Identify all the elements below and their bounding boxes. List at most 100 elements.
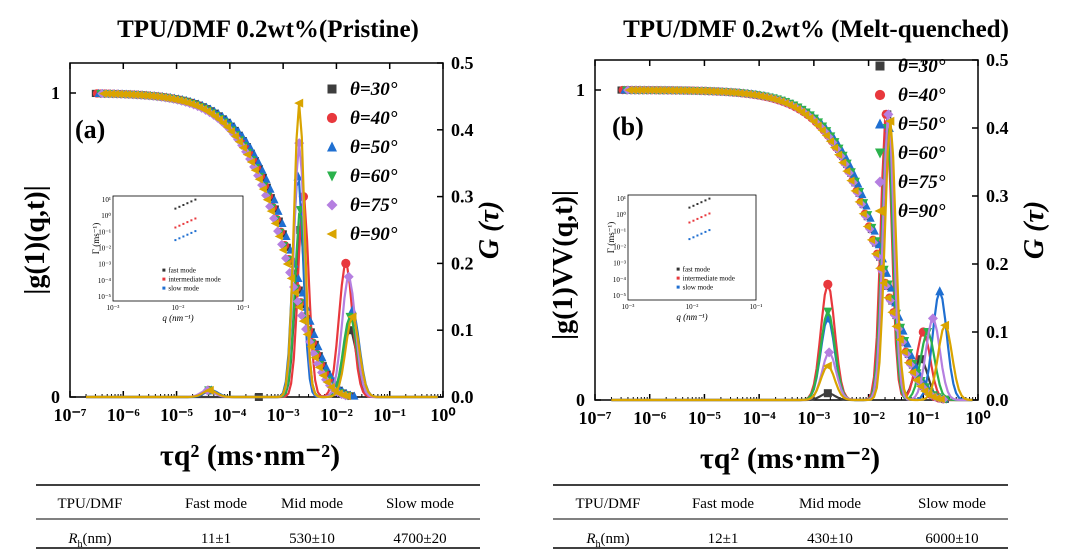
data-point <box>845 160 855 170</box>
data-point <box>887 283 896 292</box>
legend-label: θ=60° <box>898 143 946 164</box>
data-point <box>262 174 271 183</box>
inset-point <box>700 201 703 204</box>
legend-marker <box>326 229 337 239</box>
inset-point <box>688 221 691 224</box>
legend-marker <box>327 141 337 152</box>
y-tick-label-left: 1 <box>51 83 60 103</box>
x-axis-label: τq² (ms·nm⁻²) <box>700 442 880 475</box>
table-cell: 530±10 <box>289 531 335 547</box>
x-axis-label: τq² (ms·nm⁻²) <box>160 439 340 472</box>
legend-marker <box>874 206 885 216</box>
data-point <box>138 91 147 100</box>
data-point <box>932 394 941 403</box>
inset-point <box>194 198 197 201</box>
results-table-b: TPU/DMF Fast mode Mid mode Slow mode Rh(nm) 1… <box>553 484 1008 550</box>
x-tick-label: 10⁰ <box>430 405 455 425</box>
data-point <box>727 88 736 97</box>
data-point <box>870 249 880 258</box>
data-point <box>166 94 175 103</box>
chart-title: TPU/DMF 0.2wt%(Pristine) <box>117 16 419 43</box>
data-point <box>158 93 167 102</box>
plot-area: 10⁻⁷ 10⁻⁶ 10⁻⁵ 10⁻⁴ 10⁻³ 10⁻² 10⁻¹ 10⁰ 0 1 0.0 0.1 0… <box>51 53 474 425</box>
x-tick-label: 10⁻³ <box>797 408 831 428</box>
inset-point <box>182 235 185 238</box>
data-point <box>281 253 291 263</box>
data-point <box>714 87 724 96</box>
data-point <box>106 89 116 98</box>
data-point <box>641 86 650 95</box>
table-cell: 6000±10 <box>925 531 978 547</box>
table-cell: 11±1 <box>201 531 231 547</box>
inset-legend-label: fast mode <box>168 267 195 275</box>
x-tick-label: 10⁻⁵ <box>688 408 722 428</box>
data-point <box>866 235 876 244</box>
legend-label: θ=40° <box>898 85 946 106</box>
data-point <box>274 232 283 241</box>
inset-y-tick: 10⁰ <box>616 211 626 219</box>
data-point <box>743 90 752 99</box>
data-point <box>310 329 319 338</box>
inset-point <box>708 197 711 200</box>
y-tick-label-right: 0.5 <box>451 53 474 73</box>
inset-legend-marker <box>676 276 680 280</box>
data-point <box>858 209 867 218</box>
data-point <box>273 226 283 236</box>
table-header-cell: Slow mode <box>918 496 986 512</box>
inset-point <box>174 226 177 229</box>
y-tick-label-right: 0.1 <box>986 322 1009 342</box>
legend-marker <box>326 199 338 211</box>
chart-panel-b: TPU/DMF 0.2wt% (Melt-quenched) 10⁻⁷ 10⁻⁶ 1… <box>548 16 1050 475</box>
data-point <box>723 88 732 97</box>
y-tick-label-right: 0.2 <box>986 254 1009 274</box>
data-point <box>821 131 830 140</box>
data-point <box>706 87 715 96</box>
data-point <box>751 91 761 100</box>
x-tick-label: 10⁻¹ <box>373 405 406 425</box>
inset-point <box>704 199 707 202</box>
chart-title: TPU/DMF 0.2wt% (Melt-quenched) <box>623 16 1009 43</box>
inset-y-tick: 10⁻⁴ <box>98 277 112 285</box>
y-axis-label-right: G (τ) <box>474 201 505 259</box>
inset-x-tick: 10⁻¹ <box>750 303 763 311</box>
inset-point <box>696 234 699 237</box>
data-point <box>899 347 908 356</box>
data-point <box>882 268 892 277</box>
inset-y-tick: 10⁻⁵ <box>98 293 112 301</box>
inset-frame <box>627 194 757 301</box>
y-tick-label-right: 0.4 <box>451 120 474 140</box>
inset-point <box>708 229 711 232</box>
legend-label: θ=90° <box>898 201 946 222</box>
table-cell: 430±10 <box>807 531 853 547</box>
data-point <box>130 90 139 99</box>
data-point <box>294 303 303 312</box>
data-point <box>282 259 291 269</box>
data-point <box>858 189 867 199</box>
data-point <box>649 86 658 95</box>
inset-point <box>696 217 699 220</box>
inset-point <box>708 212 711 215</box>
data-point <box>317 367 327 378</box>
inset-point <box>178 205 181 208</box>
data-point <box>875 264 884 273</box>
data-point <box>222 122 231 132</box>
distribution-peak <box>823 307 833 317</box>
x-tick-label: 10⁰ <box>965 408 990 428</box>
inset-point <box>194 217 197 220</box>
inset-x-label: q (nm⁻¹) <box>162 313 193 323</box>
inset-legend-marker <box>162 277 166 281</box>
inset-y-tick: 10⁻³ <box>98 261 111 269</box>
legend-label: θ=30° <box>898 56 946 77</box>
data-point <box>142 91 151 100</box>
data-point <box>278 245 287 255</box>
legend-marker <box>875 148 885 159</box>
distribution-peak <box>822 361 832 371</box>
inset-point <box>700 232 703 235</box>
data-point <box>862 222 871 231</box>
data-point <box>322 362 331 372</box>
data-point <box>817 126 826 135</box>
inset-x-tick: 10⁻² <box>172 304 185 312</box>
data-point <box>246 157 255 167</box>
y-tick-label-right: 0.2 <box>451 253 474 273</box>
data-point <box>825 137 834 146</box>
